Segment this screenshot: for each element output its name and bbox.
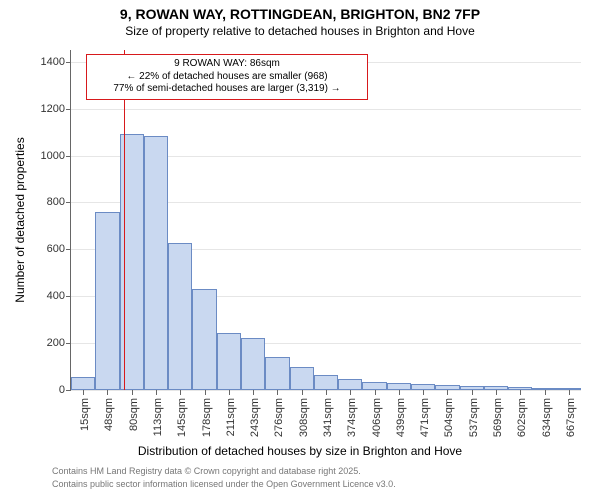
xtick-mark xyxy=(472,390,473,395)
xtick-mark xyxy=(350,390,351,395)
ytick-label: 1000 xyxy=(41,150,71,162)
ytick-label: 800 xyxy=(47,196,71,208)
xtick-label: 439sqm xyxy=(391,398,407,437)
xtick-label: 374sqm xyxy=(342,398,358,437)
xtick-label: 406sqm xyxy=(367,398,383,437)
annotation-box: 9 ROWAN WAY: 86sqm← 22% of detached hous… xyxy=(86,54,368,100)
xtick-label: 276sqm xyxy=(269,398,285,437)
xtick-label: 504sqm xyxy=(439,398,455,437)
xtick-mark xyxy=(156,390,157,395)
xtick-label: 48sqm xyxy=(99,398,115,431)
histogram-bar xyxy=(217,333,241,390)
xtick-mark xyxy=(83,390,84,395)
xtick-mark xyxy=(107,390,108,395)
xtick-mark xyxy=(545,390,546,395)
footer-line-2: Contains public sector information licen… xyxy=(52,479,396,489)
xtick-mark xyxy=(496,390,497,395)
xtick-label: 113sqm xyxy=(148,398,164,436)
ytick-label: 1200 xyxy=(41,103,71,115)
histogram-bar xyxy=(144,136,168,390)
y-axis-label: Number of detached properties xyxy=(13,137,27,302)
histogram-bar xyxy=(387,383,411,390)
footer-line-1: Contains HM Land Registry data © Crown c… xyxy=(52,466,361,476)
ytick-label: 600 xyxy=(47,243,71,255)
histogram-bar xyxy=(265,357,289,390)
xtick-label: 569sqm xyxy=(488,398,504,437)
xtick-mark xyxy=(375,390,376,395)
figure: 9, ROWAN WAY, ROTTINGDEAN, BRIGHTON, BN2… xyxy=(0,0,600,500)
histogram-bar xyxy=(338,379,362,390)
xtick-mark xyxy=(277,390,278,395)
histogram-bar xyxy=(168,243,192,390)
xtick-label: 15sqm xyxy=(75,398,91,431)
xtick-mark xyxy=(253,390,254,395)
histogram-bar xyxy=(95,212,119,390)
xtick-label: 471sqm xyxy=(415,398,431,437)
xtick-mark xyxy=(520,390,521,395)
xtick-label: 634sqm xyxy=(537,398,553,437)
histogram-bar xyxy=(314,375,338,390)
annotation-line: 9 ROWAN WAY: 86sqm xyxy=(90,58,364,71)
marker-line xyxy=(124,50,125,390)
gridline xyxy=(71,109,581,110)
xtick-mark xyxy=(205,390,206,395)
xtick-label: 341sqm xyxy=(318,398,334,437)
histogram-bar xyxy=(192,289,216,390)
histogram-bar xyxy=(290,367,314,390)
plot-area: 020040060080010001200140015sqm48sqm80sqm… xyxy=(70,50,581,391)
xtick-mark xyxy=(423,390,424,395)
ytick-label: 1400 xyxy=(41,56,71,68)
chart-title: 9, ROWAN WAY, ROTTINGDEAN, BRIGHTON, BN2… xyxy=(0,6,600,22)
histogram-bar xyxy=(71,377,95,390)
chart-subtitle: Size of property relative to detached ho… xyxy=(0,24,600,38)
xtick-label: 243sqm xyxy=(245,398,261,437)
ytick-label: 400 xyxy=(47,290,71,302)
xtick-mark xyxy=(180,390,181,395)
xtick-label: 178sqm xyxy=(197,398,213,437)
xtick-mark xyxy=(132,390,133,395)
annotation-line: ← 22% of detached houses are smaller (96… xyxy=(90,71,364,84)
xtick-mark xyxy=(326,390,327,395)
histogram-bar xyxy=(241,338,265,390)
xtick-label: 667sqm xyxy=(561,398,577,437)
xtick-mark xyxy=(399,390,400,395)
xtick-label: 211sqm xyxy=(221,398,237,436)
xtick-label: 80sqm xyxy=(124,398,140,431)
xtick-label: 308sqm xyxy=(294,398,310,437)
annotation-line: 77% of semi-detached houses are larger (… xyxy=(90,83,364,96)
xtick-mark xyxy=(569,390,570,395)
xtick-label: 602sqm xyxy=(512,398,528,437)
x-axis-label: Distribution of detached houses by size … xyxy=(0,444,600,458)
xtick-mark xyxy=(302,390,303,395)
xtick-mark xyxy=(229,390,230,395)
xtick-mark xyxy=(447,390,448,395)
ytick-label: 200 xyxy=(47,337,71,349)
histogram-bar xyxy=(362,382,386,390)
xtick-label: 537sqm xyxy=(464,398,480,437)
xtick-label: 145sqm xyxy=(172,398,188,437)
ytick-label: 0 xyxy=(59,384,71,396)
